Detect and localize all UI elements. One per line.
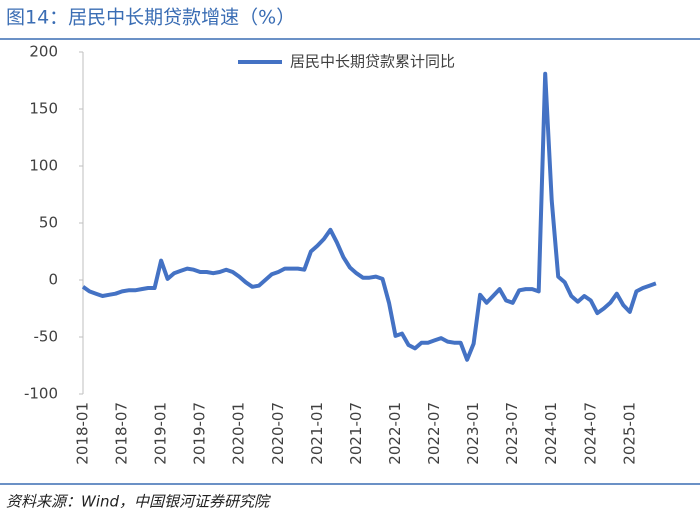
x-tick-label: 2021-07 <box>347 402 365 465</box>
x-tick-label: 2020-01 <box>230 402 248 465</box>
x-tick-label: 2024-07 <box>581 402 599 465</box>
source-note: 资料来源：Wind，中国银河证券研究院 <box>6 493 271 511</box>
y-tick-label: -100 <box>24 385 58 403</box>
x-tick-label: 2024-01 <box>542 402 560 465</box>
y-tick-label: 150 <box>29 100 58 118</box>
chart-title: 图14：居民中长期贷款增速（%） <box>6 7 295 29</box>
x-tick-label: 2019-01 <box>152 402 170 465</box>
x-tick-label: 2023-07 <box>503 402 521 465</box>
x-tick-label: 2018-01 <box>74 402 92 465</box>
x-tick-label: 2023-01 <box>464 402 482 465</box>
data-line <box>81 71 657 362</box>
x-tick-label: 2020-07 <box>269 402 287 465</box>
x-tick-label: 2022-01 <box>386 402 404 465</box>
legend-label: 居民中长期贷款累计同比 <box>290 53 455 71</box>
y-tick-label: 200 <box>29 43 58 61</box>
y-tick-label: -50 <box>34 328 59 346</box>
x-tick-label: 2022-07 <box>425 402 443 465</box>
y-tick-label: 0 <box>48 271 58 289</box>
x-tick-label: 2018-07 <box>113 402 131 465</box>
x-tick-label: 2021-01 <box>308 402 326 465</box>
y-tick-label: 100 <box>29 157 58 175</box>
y-tick-label: 50 <box>39 214 58 232</box>
x-tick-label: 2019-07 <box>191 402 209 465</box>
x-tick-label: 2025-01 <box>620 402 638 465</box>
